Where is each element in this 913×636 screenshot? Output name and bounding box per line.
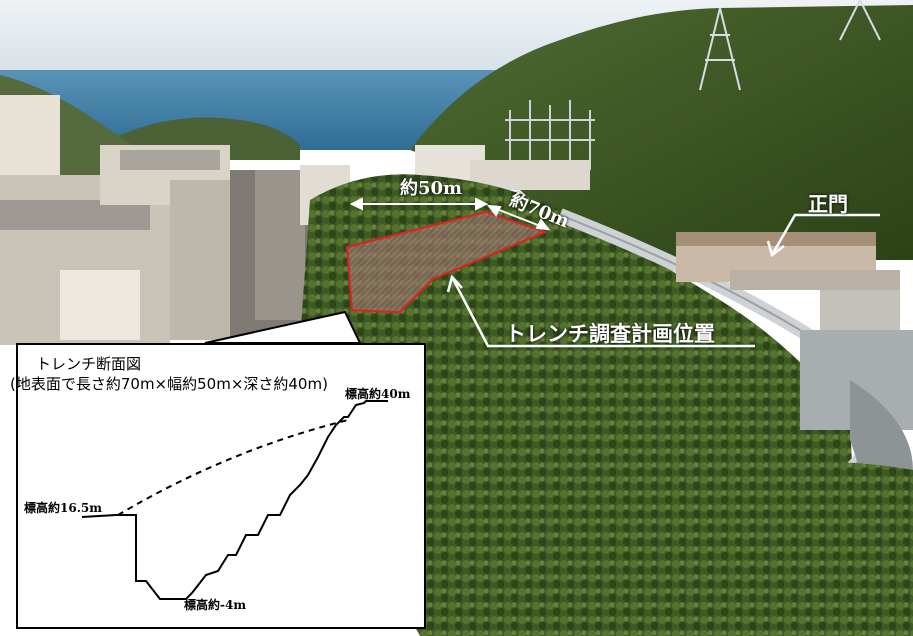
- width-arrow: [349, 197, 489, 211]
- gate-label: 正門: [808, 192, 848, 216]
- trench-profile-line: [81, 400, 388, 600]
- trench-plan-label: トレンチ調査計画位置: [505, 322, 715, 346]
- width-label: 約50m: [400, 178, 463, 199]
- trench-area: [345, 210, 548, 314]
- elevation-left-label: 標高約16.5m: [24, 501, 102, 515]
- elevation-top-label: 標高約40m: [345, 387, 411, 401]
- gate-arrow: [766, 213, 880, 258]
- cross-section-diagram: [81, 400, 388, 600]
- trench-cross-section-inset: トレンチ断面図 (地表面で長さ約70m×幅約50m×深さ約40m) 標高約40m…: [10, 343, 426, 629]
- length-arrow: [486, 204, 551, 231]
- inset-subtitle: (地表面で長さ約70m×幅約50m×深さ約40m): [10, 375, 328, 393]
- inset-title: トレンチ断面図: [36, 355, 142, 373]
- trench-label-arrow: [446, 274, 755, 348]
- mountain-right: [410, 5, 913, 260]
- elevation-bottom-label: 標高約-4m: [184, 598, 247, 612]
- original-ground-line: [117, 419, 349, 516]
